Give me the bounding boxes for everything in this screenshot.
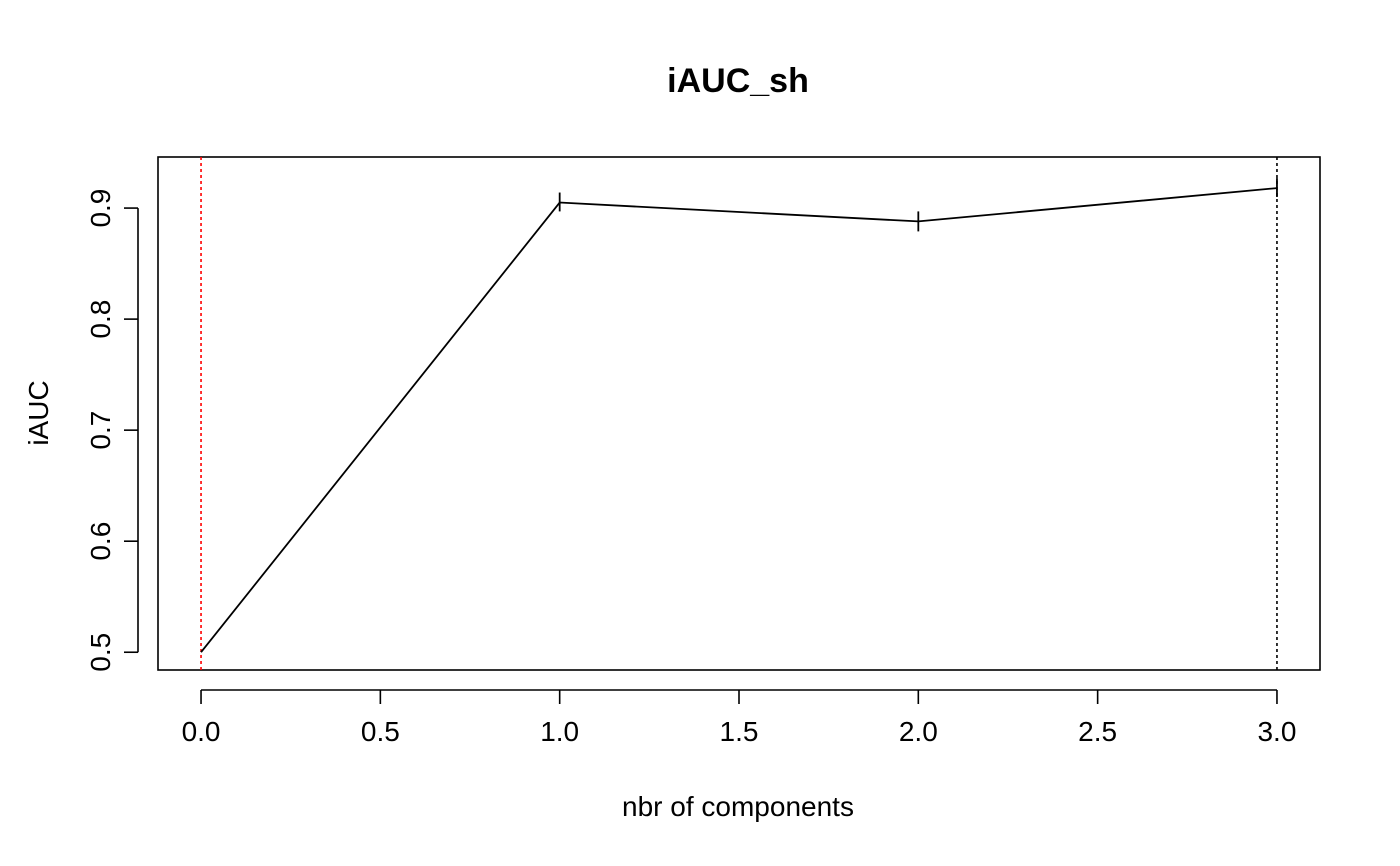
x-tick-label: 0.0	[182, 716, 221, 747]
x-tick-label: 0.5	[361, 716, 400, 747]
x-tick-label: 2.5	[1078, 716, 1117, 747]
y-tick-label: 0.8	[85, 300, 116, 339]
series-line-0	[200, 187, 1278, 653]
y-tick-label: 0.9	[85, 189, 116, 228]
y-tick-label: 0.5	[85, 633, 116, 672]
y-tick-label: 0.6	[85, 522, 116, 561]
series-layer	[200, 178, 1278, 653]
x-tick-label: 3.0	[1257, 716, 1296, 747]
x-tick-label: 1.0	[540, 716, 579, 747]
x-axis-label: nbr of components	[622, 791, 854, 822]
plot-frame	[157, 156, 1321, 671]
x-tick-label: 1.5	[720, 716, 759, 747]
y-axis: 0.5 0.6 0.7 0.8 0.9	[85, 189, 139, 672]
x-tick-label: 2.0	[899, 716, 938, 747]
reference-lines	[200, 157, 1278, 670]
y-tick-label: 0.7	[85, 411, 116, 450]
chart-title: iAUC_sh	[667, 62, 809, 100]
y-axis-label: iAUC	[23, 380, 54, 445]
x-axis: 0.0 0.5 1.0 1.5 2.0 2.5 3.0	[182, 689, 1296, 747]
